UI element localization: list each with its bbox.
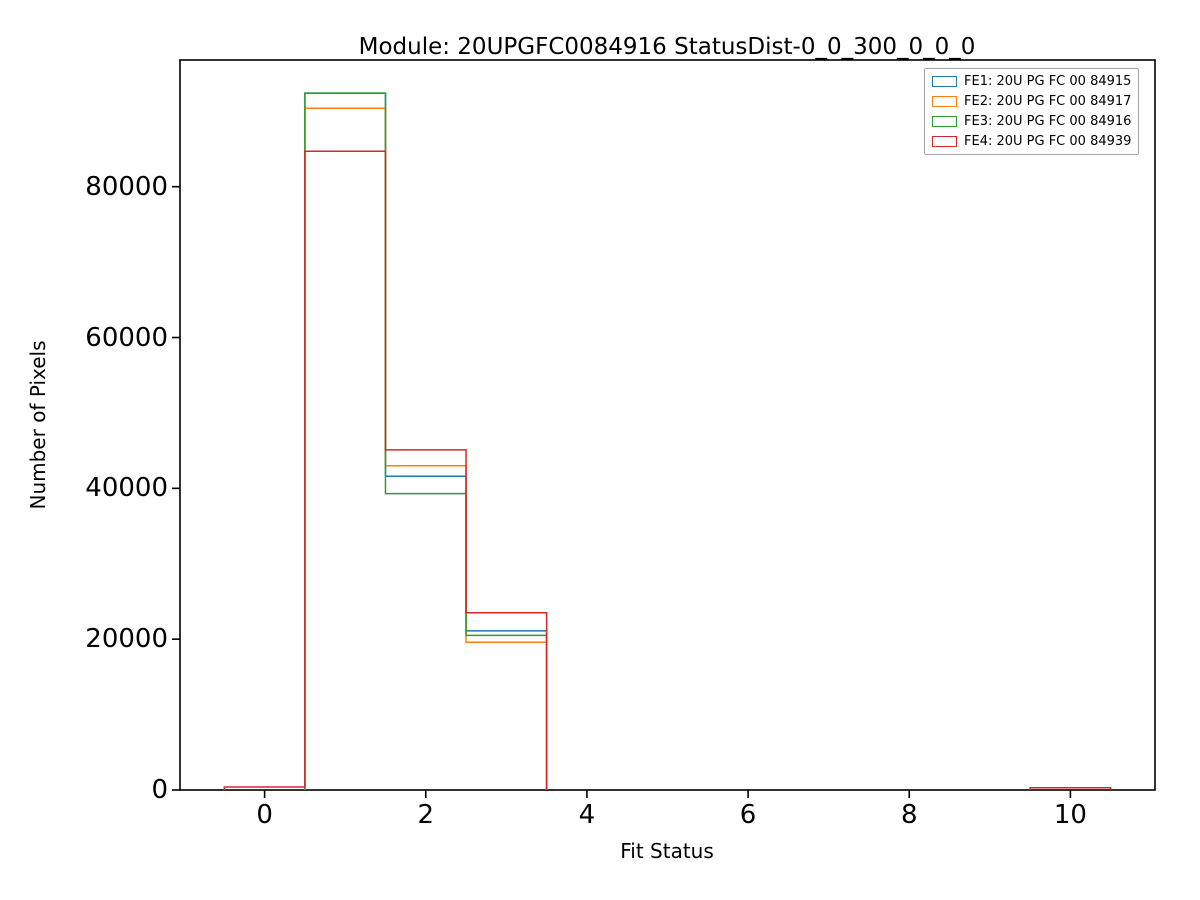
legend-item: FE1: 20U PG FC 00 84915 bbox=[932, 73, 1131, 90]
x-axis-label: Fit Status bbox=[620, 839, 714, 863]
legend-item: FE3: 20U PG FC 00 84916 bbox=[932, 113, 1131, 130]
legend-label: FE3: 20U PG FC 00 84916 bbox=[964, 114, 1132, 129]
y-axis-label: Number of Pixels bbox=[26, 340, 50, 510]
x-tick-label-3: 6 bbox=[739, 800, 757, 830]
x-tick-label-0: 0 bbox=[256, 800, 273, 830]
x-tick-label-1: 2 bbox=[417, 800, 435, 830]
chart-title: Module: 20UPGFC0084916 StatusDist-0_0_30… bbox=[358, 34, 976, 60]
legend-item: FE4: 20U PG FC 00 84939 bbox=[932, 133, 1131, 150]
y-tick-label-4: 80000 bbox=[85, 171, 168, 202]
y-tick-label-2: 40000 bbox=[85, 473, 168, 504]
y-tick-label-0: 0 bbox=[151, 775, 168, 805]
series-FE4: 20U PG FC 00 84939 bbox=[223, 150, 1112, 790]
legend-label: FE4: 20U PG FC 00 84939 bbox=[964, 134, 1132, 149]
series-FE3: 20U PG FC 00 84916 bbox=[304, 92, 548, 790]
y-tick-label-1: 20000 bbox=[85, 624, 168, 655]
y-tick-label-3: 60000 bbox=[85, 322, 168, 353]
legend-swatch bbox=[932, 76, 957, 87]
series-FE2: 20U PG FC 00 84917 bbox=[304, 107, 548, 790]
x-tick-label-2: 4 bbox=[578, 800, 596, 830]
axes-frame bbox=[179, 59, 1156, 791]
legend-label: FE2: 20U PG FC 00 84917 bbox=[964, 94, 1132, 109]
legend: FE1: 20U PG FC 00 84915 FE2: 20U PG FC 0… bbox=[924, 68, 1140, 155]
legend-swatch bbox=[932, 96, 957, 107]
legend-item: FE2: 20U PG FC 00 84917 bbox=[932, 93, 1131, 110]
legend-swatch bbox=[932, 136, 957, 147]
legend-label: FE1: 20U PG FC 00 84915 bbox=[964, 74, 1132, 89]
series-FE1: 20U PG FC 00 84915 bbox=[304, 92, 548, 790]
legend-swatch bbox=[932, 116, 957, 127]
x-tick-label-5: 10 bbox=[1053, 800, 1087, 830]
x-tick-label-4: 8 bbox=[900, 800, 918, 830]
